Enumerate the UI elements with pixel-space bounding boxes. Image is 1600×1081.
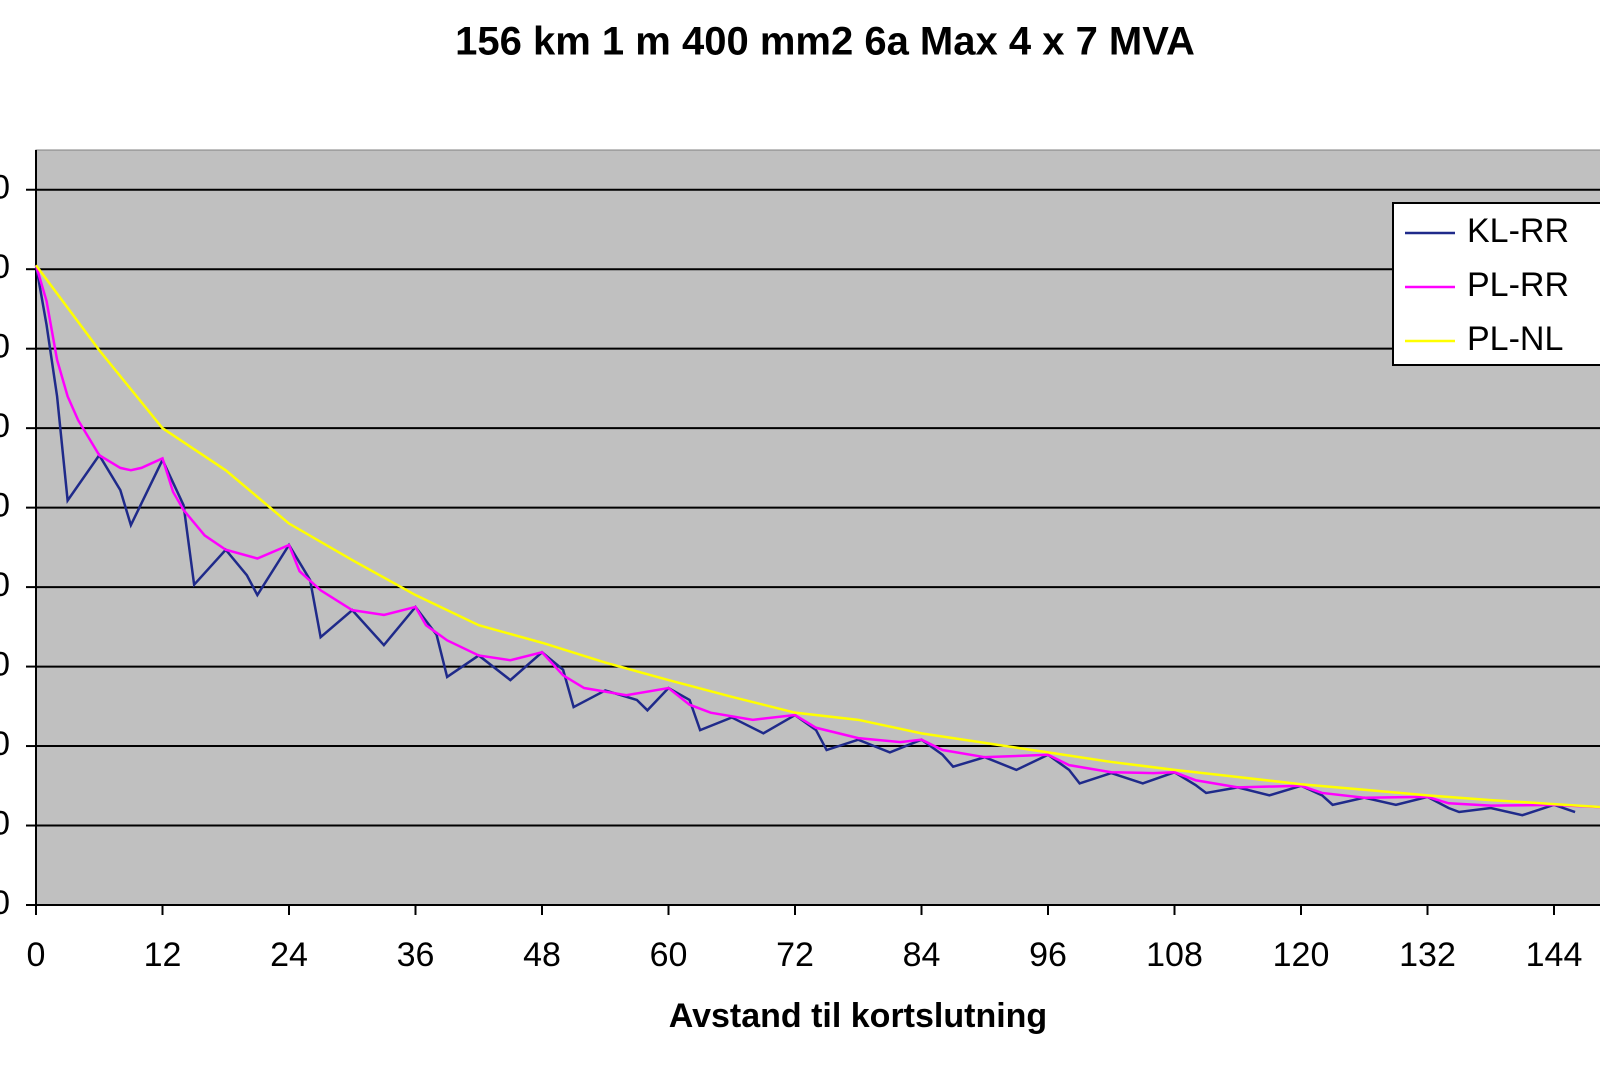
x-tick-label: 84 [903,936,941,974]
y-tick-label: 70 [0,328,10,366]
x-tick-label: 108 [1146,936,1203,974]
x-tick-label: 144 [1526,936,1583,974]
chart-title: 156 km 1 m 400 mm2 6a Max 4 x 7 MVA [455,20,1195,64]
x-tick-label: 132 [1399,936,1456,974]
y-tick-label: 40 [0,566,10,604]
x-tick-label: 72 [776,936,814,974]
series-line [34,264,1600,809]
y-tick-label: 60 [0,407,10,445]
y-tick-label: 30 [0,646,10,684]
plot-area [35,149,1600,906]
legend-label: KL-RR [1467,212,1569,250]
legend-label: PL-NL [1467,320,1563,358]
x-tick-label: 0 [27,936,46,974]
x-tick-label: 24 [270,936,308,974]
y-tick-label: 80 [0,248,10,286]
y-tick-label: 10 [0,805,10,843]
series-line [34,264,1600,809]
y-tick-label: 20 [0,725,10,763]
y-tick-label: 90 [0,169,10,207]
x-tick-label: 120 [1273,936,1330,974]
y-tick-label: 50 [0,487,10,525]
x-axis-label: Avstand til kortslutning [669,997,1047,1035]
legend-label: PL-RR [1467,266,1569,304]
y-tick-label: 0 [0,884,10,922]
x-tick-label: 60 [650,936,688,974]
x-tick-label: 36 [397,936,435,974]
legend-box [1392,202,1600,366]
x-tick-label: 48 [523,936,561,974]
x-tick-label: 12 [144,936,182,974]
x-tick-label: 96 [1029,936,1067,974]
